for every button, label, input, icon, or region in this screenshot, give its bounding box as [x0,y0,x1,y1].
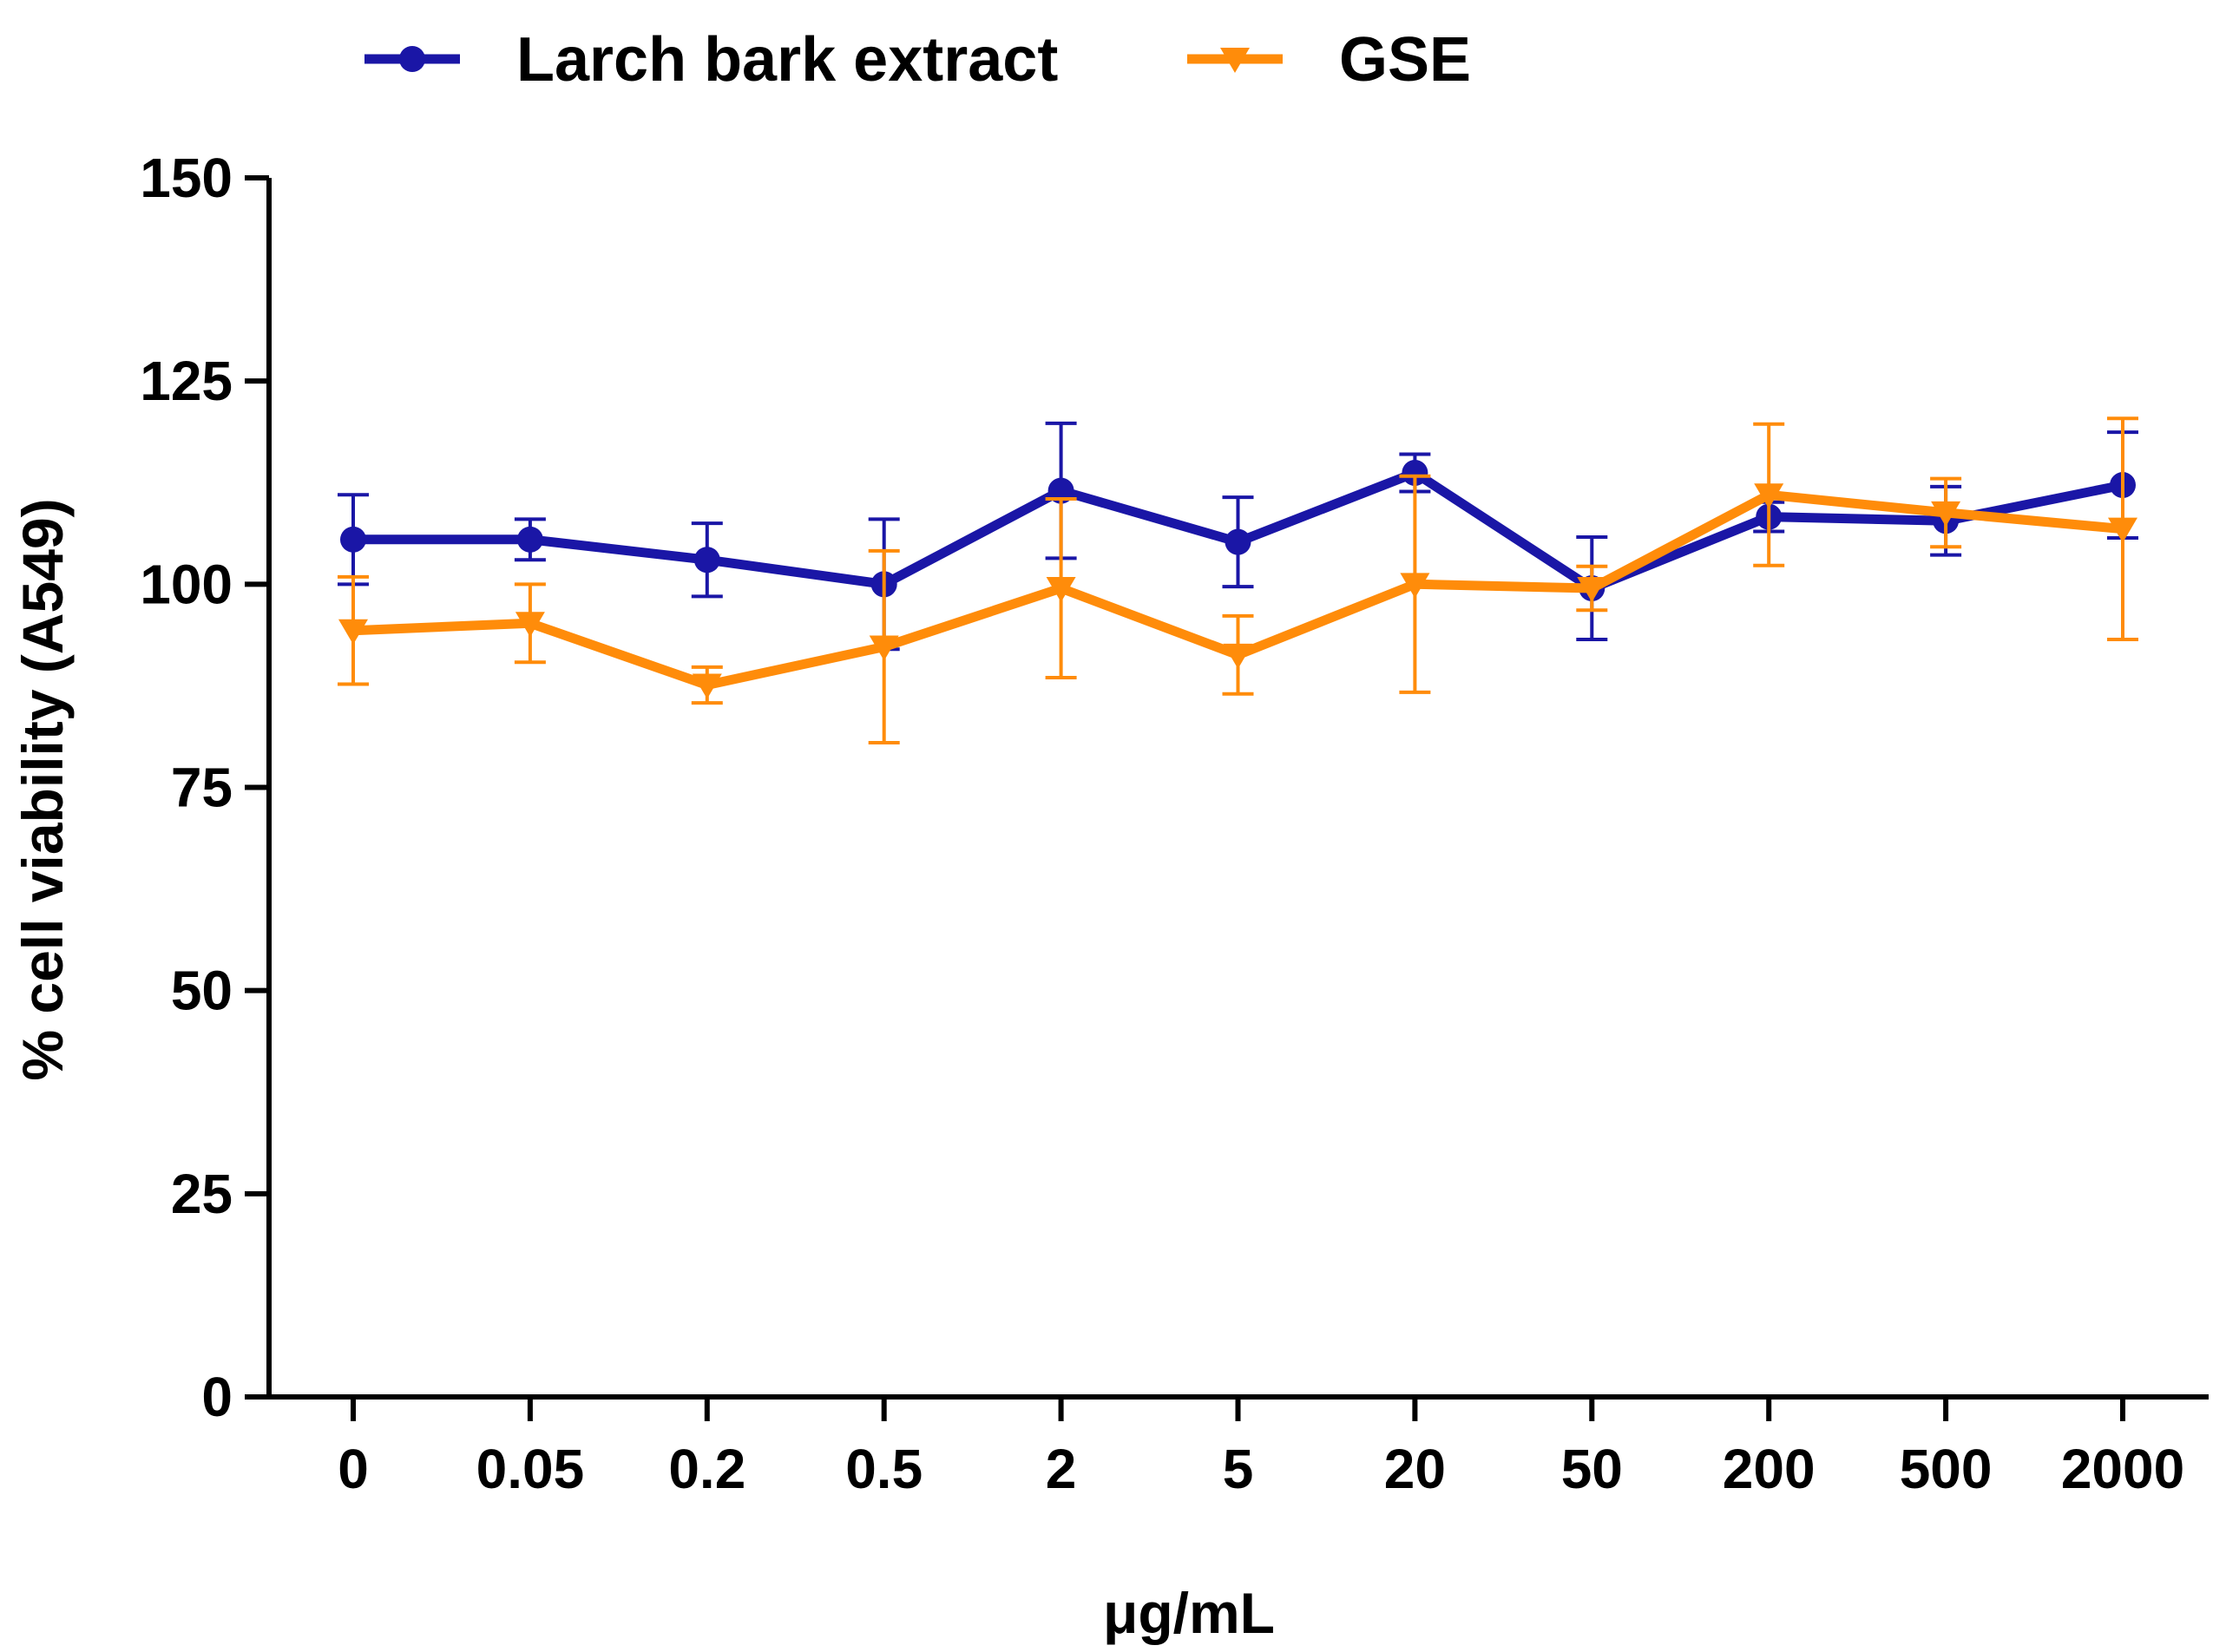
data-point [1931,501,1961,527]
data-point [2108,517,2137,543]
x-tick-label: 500 [1900,1438,1993,1500]
data-point [516,526,543,553]
legend-label: Larch bark extract [516,25,1058,95]
data-point [1577,577,1607,603]
x-tick-label: 50 [1561,1438,1623,1500]
x-tick-label: 2000 [2061,1438,2184,1500]
data-point [1046,577,1076,603]
data-point [692,673,722,699]
series-larch-bark-extract [338,421,2138,652]
y-axis-title: % cell viability (A549) [10,498,75,1080]
x-tick-label: 200 [1723,1438,1816,1500]
y-tick-label: 50 [171,960,233,1022]
x-tick-label: 20 [1384,1438,1446,1500]
x-tick-label: 0.5 [845,1438,923,1500]
y-tick-label: 125 [140,350,233,412]
data-point [1223,643,1253,669]
series-gse [338,416,2138,744]
legend-entry: Larch bark extract [364,25,1058,95]
y-tick-label: 150 [140,147,233,209]
x-axis-title: μg/mL [1103,1581,1275,1645]
data-point [1225,528,1251,555]
legend-marker [399,46,425,72]
y-tick-label: 25 [171,1163,233,1225]
data-point [1402,460,1428,487]
x-tick-label: 0 [338,1438,369,1500]
data-point [340,526,366,553]
data-point [515,612,545,638]
x-tick-label: 0.05 [476,1438,585,1500]
legend-marker [1220,48,1250,73]
series-layer [338,416,2138,744]
data-point [1400,573,1430,599]
x-tick-label: 5 [1223,1438,1254,1500]
x-tick-label: 0.2 [668,1438,745,1500]
legend: Larch bark extract GSE [364,25,1471,95]
legend-entry: GSE [1187,25,1471,95]
data-point [1754,483,1784,509]
y-tick-label: 0 [201,1366,233,1428]
x-tick-label: 2 [1046,1438,1077,1500]
legend-label: GSE [1339,25,1471,95]
data-point [338,619,368,645]
data-point [693,547,720,574]
data-point [869,635,899,661]
y-tick-label: 75 [171,757,233,819]
y-tick-label: 100 [140,553,233,615]
